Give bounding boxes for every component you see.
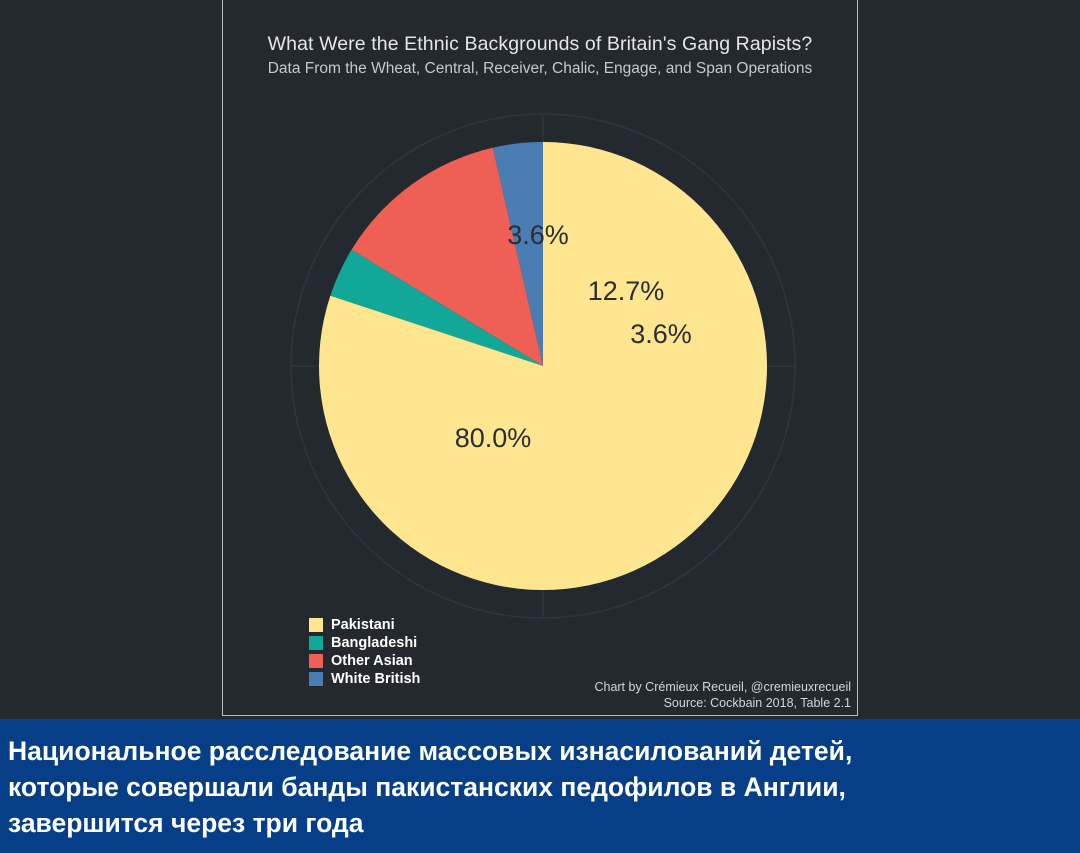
chart-panel: What Were the Ethnic Backgrounds of Brit… (222, 0, 858, 716)
chart-title: What Were the Ethnic Backgrounds of Brit… (267, 33, 813, 55)
legend-label: White British (331, 671, 421, 687)
legend-item-pakistani: Pakistani (309, 616, 420, 634)
headline-line-3: завершится через три года (8, 808, 364, 838)
slice-label-bangladeshi: 3.6% (630, 319, 692, 349)
pie-slice-pakistani (319, 142, 768, 590)
slice-labels: 3.6% 12.7% 3.6% 80.0% (455, 220, 692, 453)
legend-swatch (309, 618, 323, 632)
legend-label: Pakistani (331, 617, 395, 633)
legend-swatch (309, 672, 323, 686)
legend-swatch (309, 636, 323, 650)
pie-chart: 3.6% 12.7% 3.6% 80.0% (290, 113, 796, 619)
legend-item-bangladeshi: Bangladeshi (309, 634, 420, 652)
chart-credit: Chart by Crémieux Recueil, @cremieuxrecu… (594, 679, 851, 711)
headline-line-1: Национальное расследование массовых изна… (8, 736, 853, 766)
slice-label-pakistani: 80.0% (455, 423, 532, 453)
pie-slice-white-british (492, 142, 543, 366)
pie-slice-bangladeshi (330, 249, 543, 366)
credit-source: Source: Cockbain 2018, Table 2.1 (663, 696, 851, 710)
legend-swatch (309, 654, 323, 668)
chart-legend: Pakistani Bangladeshi Other Asian White Bri… (309, 616, 420, 688)
legend-item-white-british: White British (309, 670, 420, 688)
pie-slices (319, 142, 768, 590)
legend-item-other-asian: Other Asian (309, 652, 420, 670)
pie-slice-other-asian (351, 147, 543, 366)
slice-label-other-asian: 12.7% (588, 276, 665, 306)
headline-banner: Национальное расследование массовых изна… (0, 719, 1080, 853)
headline-line-2: которые совершали банды пакистанских пед… (8, 772, 846, 802)
chart-subtitle: Data From the Wheat, Central, Receiver, … (267, 60, 813, 77)
legend-label: Other Asian (331, 653, 413, 669)
credit-author: Chart by Crémieux Recueil, @cremieuxrecu… (594, 680, 851, 694)
legend-label: Bangladeshi (331, 635, 418, 651)
slice-label-white-british: 3.6% (507, 220, 569, 250)
